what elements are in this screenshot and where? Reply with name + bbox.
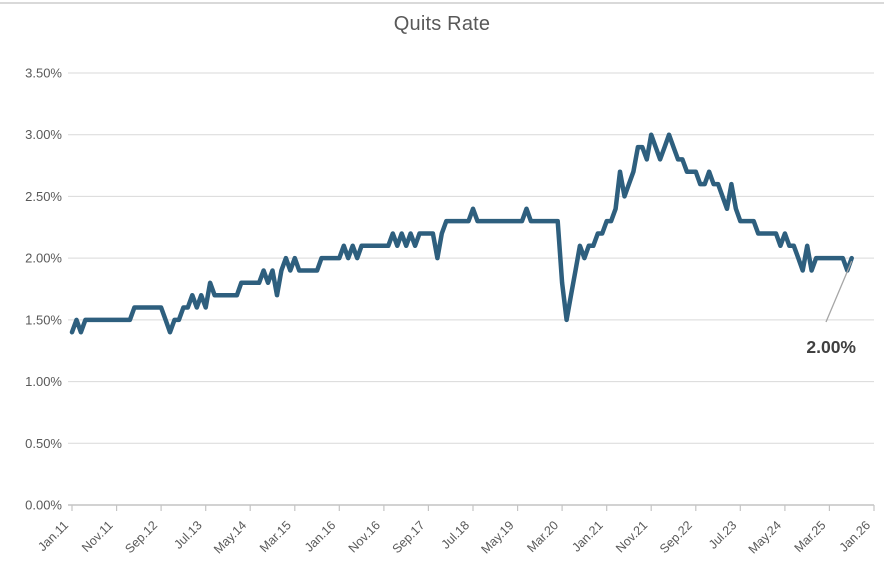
chart-title: Quits Rate	[393, 13, 491, 35]
x-axis-tick-label: Mar.20	[524, 518, 561, 555]
x-axis-tick-label: Sep.22	[657, 518, 695, 556]
y-axis-tick-label: 1.50%	[25, 312, 62, 327]
x-axis-tick-label: Jul.18	[439, 518, 473, 552]
top-border-rule	[0, 2, 884, 4]
x-axis-tick-label: Jan.11	[35, 518, 71, 554]
x-axis-tick-label: Jul.13	[171, 518, 205, 552]
data-label-leader-line	[825, 260, 853, 323]
quits-rate-line	[69, 132, 854, 335]
y-axis-tick-label: 2.00%	[25, 251, 62, 266]
x-axis-tick-label: Nov.16	[346, 518, 383, 555]
x-axis-tick-label: Sep.17	[390, 518, 428, 556]
x-axis-tick-label: May.24	[746, 518, 784, 556]
y-axis-tick-label: 3.00%	[25, 127, 62, 142]
x-axis-tick-label: Mar.25	[792, 518, 829, 555]
x-axis-tick-label: Jan.26	[837, 518, 873, 554]
x-axis-tick-label: Mar.15	[257, 518, 294, 555]
x-axis-tick-label: Jul.23	[706, 518, 740, 552]
x-axis-tick-label: May.19	[478, 518, 516, 556]
x-axis-tick-label: Jan.16	[302, 518, 338, 554]
y-axis-tick-label: 1.00%	[25, 374, 62, 389]
y-axis-tick-label: 0.00%	[25, 498, 62, 513]
y-axis-tick-label: 3.50%	[25, 66, 62, 81]
x-axis-tick-label: Nov.11	[79, 518, 116, 555]
x-axis-tick-label: Sep.12	[122, 518, 160, 556]
y-axis-tick-label: 2.50%	[25, 189, 62, 204]
x-axis-tick-label: May.14	[211, 518, 249, 556]
x-axis-tick-label: Jan.21	[569, 518, 605, 554]
x-axis-tick-label: Nov.21	[613, 518, 650, 555]
end-data-label: 2.00%	[806, 337, 856, 357]
y-axis-tick-label: 0.50%	[25, 436, 62, 451]
